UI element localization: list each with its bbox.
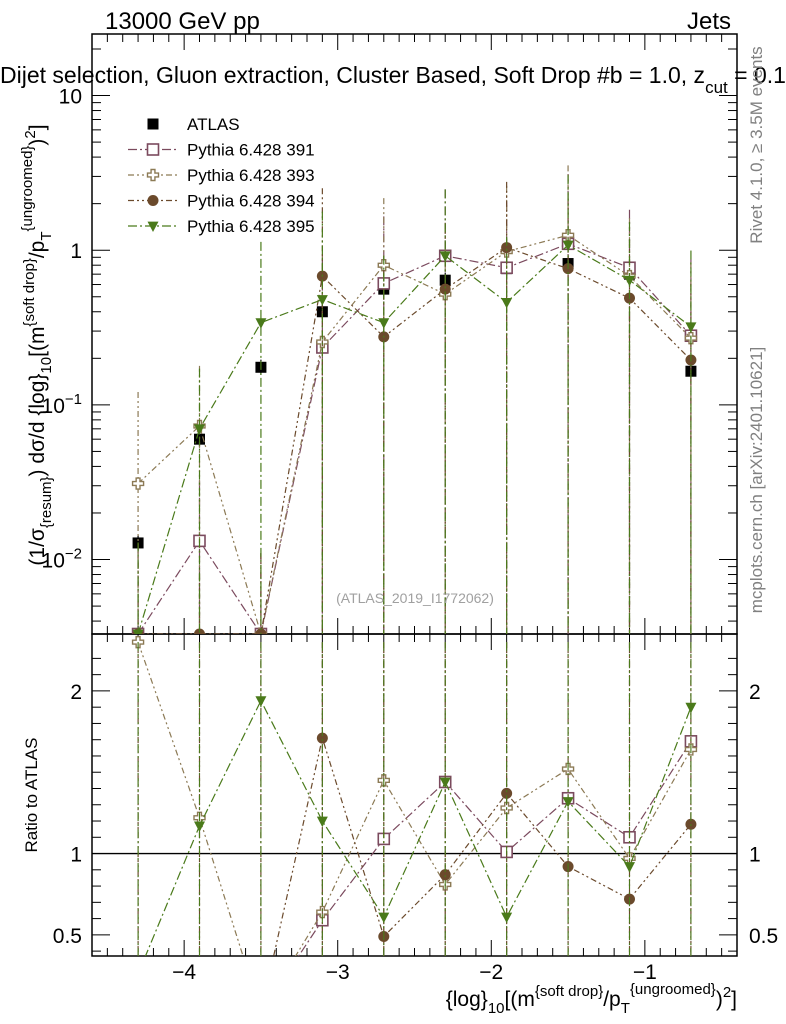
series-line bbox=[137, 243, 692, 634]
x-tick-label: −2 bbox=[479, 961, 503, 984]
ratio-tick-label-right: 1 bbox=[749, 844, 761, 867]
y-tick-label: 10−2 bbox=[42, 546, 82, 573]
x-ticks: −4 −3 −2 −1 bbox=[91, 34, 738, 984]
data-point bbox=[439, 869, 451, 881]
legend-entry: Pythia 6.428 393 bbox=[128, 166, 315, 185]
header-left: 13000 GeV pp bbox=[105, 8, 260, 35]
legend: ATLAS Pythia 6.428 391 Pythia 6.428 393 Pyt… bbox=[128, 115, 315, 236]
data-point bbox=[624, 862, 635, 873]
ratio-series-pythia-6-428-394 bbox=[133, 642, 697, 1018]
data-point bbox=[255, 1007, 266, 1018]
ratio-tick-label-right: 2 bbox=[749, 681, 761, 704]
x-tick-label: −1 bbox=[633, 961, 657, 984]
data-point bbox=[562, 797, 574, 808]
data-point bbox=[255, 318, 267, 329]
data-point bbox=[501, 912, 513, 924]
series-line bbox=[137, 244, 692, 634]
ratio-tick-label-right: 0.5 bbox=[749, 925, 778, 948]
analysis-watermark: (ATLAS_2019_I1772062) bbox=[336, 590, 494, 606]
data-point bbox=[255, 1007, 266, 1018]
data-point bbox=[378, 912, 390, 924]
data-point bbox=[194, 821, 205, 832]
ratio-y-ticks: 0.5 0.5 1 1 2 2 bbox=[53, 657, 778, 952]
data-point bbox=[439, 283, 451, 295]
legend-marker bbox=[147, 221, 159, 233]
ratio-tick-label: 1 bbox=[70, 844, 82, 867]
y-tick-label: 10 bbox=[59, 86, 82, 109]
data-point bbox=[501, 297, 513, 309]
data-point bbox=[624, 275, 635, 287]
rivet-label: Rivet 4.1.0, ≥ 3.5M events bbox=[747, 46, 766, 243]
series-line bbox=[297, 741, 692, 956]
data-point bbox=[378, 318, 390, 329]
series-pythia-6-428-395 bbox=[132, 175, 697, 634]
data-point bbox=[501, 787, 513, 799]
ratio-y-axis-label: Ratio to ATLAS bbox=[22, 738, 41, 853]
ratio-tick-label: 2 bbox=[70, 681, 82, 704]
data-point bbox=[439, 251, 451, 262]
series-pythia-6-428-394 bbox=[132, 181, 697, 634]
data-point bbox=[131, 477, 145, 490]
data-point bbox=[133, 968, 144, 979]
legend-entry: Pythia 6.428 391 bbox=[128, 141, 315, 160]
data-point bbox=[685, 322, 697, 333]
data-point bbox=[316, 816, 328, 828]
data-point bbox=[255, 696, 267, 707]
data-point bbox=[255, 1007, 266, 1018]
data-point bbox=[439, 777, 451, 789]
y-tick-label: 1 bbox=[70, 240, 82, 263]
legend-label: Pythia 6.428 393 bbox=[187, 166, 315, 185]
ratio-tick-label: 0.5 bbox=[53, 925, 82, 948]
x-tick-label: −4 bbox=[172, 961, 196, 984]
series-line bbox=[137, 641, 692, 956]
main-y-axis-label: (1/σ{resum}) dσ/d {log}10[(m{soft drop}/… bbox=[19, 124, 55, 565]
data-point bbox=[194, 1001, 205, 1012]
data-point bbox=[377, 258, 390, 272]
legend-marker bbox=[146, 168, 160, 182]
legend-marker bbox=[147, 118, 159, 130]
series-pythia-6-428-391 bbox=[131, 173, 698, 634]
legend-entry: ATLAS bbox=[147, 115, 240, 134]
ratio-series-pythia-6-428-391 bbox=[133, 642, 698, 1018]
legend-label: Pythia 6.428 395 bbox=[187, 217, 315, 236]
ratio-frame bbox=[91, 633, 738, 957]
series-line bbox=[144, 699, 692, 956]
legend-marker bbox=[146, 143, 160, 156]
x-tick-label: −3 bbox=[326, 961, 350, 984]
data-point bbox=[501, 242, 513, 254]
plot-subtitle: Dijet selection, Gluon extraction, Clust… bbox=[0, 62, 786, 97]
data-point bbox=[132, 629, 144, 634]
data-point bbox=[133, 968, 144, 979]
data-point bbox=[316, 732, 328, 744]
data-point bbox=[685, 702, 697, 714]
series-line bbox=[138, 246, 692, 634]
series-line bbox=[273, 735, 692, 956]
ratio-series-layer bbox=[131, 635, 698, 1018]
data-point bbox=[316, 295, 328, 306]
legend-entry: Pythia 6.428 394 bbox=[128, 192, 315, 211]
legend-label: Pythia 6.428 394 bbox=[187, 192, 315, 211]
data-point bbox=[255, 628, 267, 634]
legend-entry: Pythia 6.428 395 bbox=[128, 217, 315, 236]
ratio-series-pythia-6-428-393 bbox=[131, 635, 698, 1018]
main-series-layer bbox=[131, 165, 698, 634]
ratio-series-pythia-6-428-395 bbox=[133, 642, 697, 979]
series-line bbox=[137, 234, 692, 634]
data-point bbox=[133, 969, 144, 979]
x-axis-label: {log}10[(m{soft drop}/pT{ungroomed})2] bbox=[446, 981, 737, 1017]
mcplots-label: mcplots.cern.ch [arXiv:2401.10621] bbox=[747, 347, 766, 613]
data-point bbox=[562, 240, 574, 252]
data-point bbox=[194, 424, 205, 435]
legend-marker bbox=[147, 195, 159, 206]
header-right: Jets bbox=[687, 8, 731, 35]
legend-label: Pythia 6.428 391 bbox=[187, 141, 315, 160]
legend-label: ATLAS bbox=[187, 115, 240, 134]
series-atlas bbox=[132, 255, 697, 551]
